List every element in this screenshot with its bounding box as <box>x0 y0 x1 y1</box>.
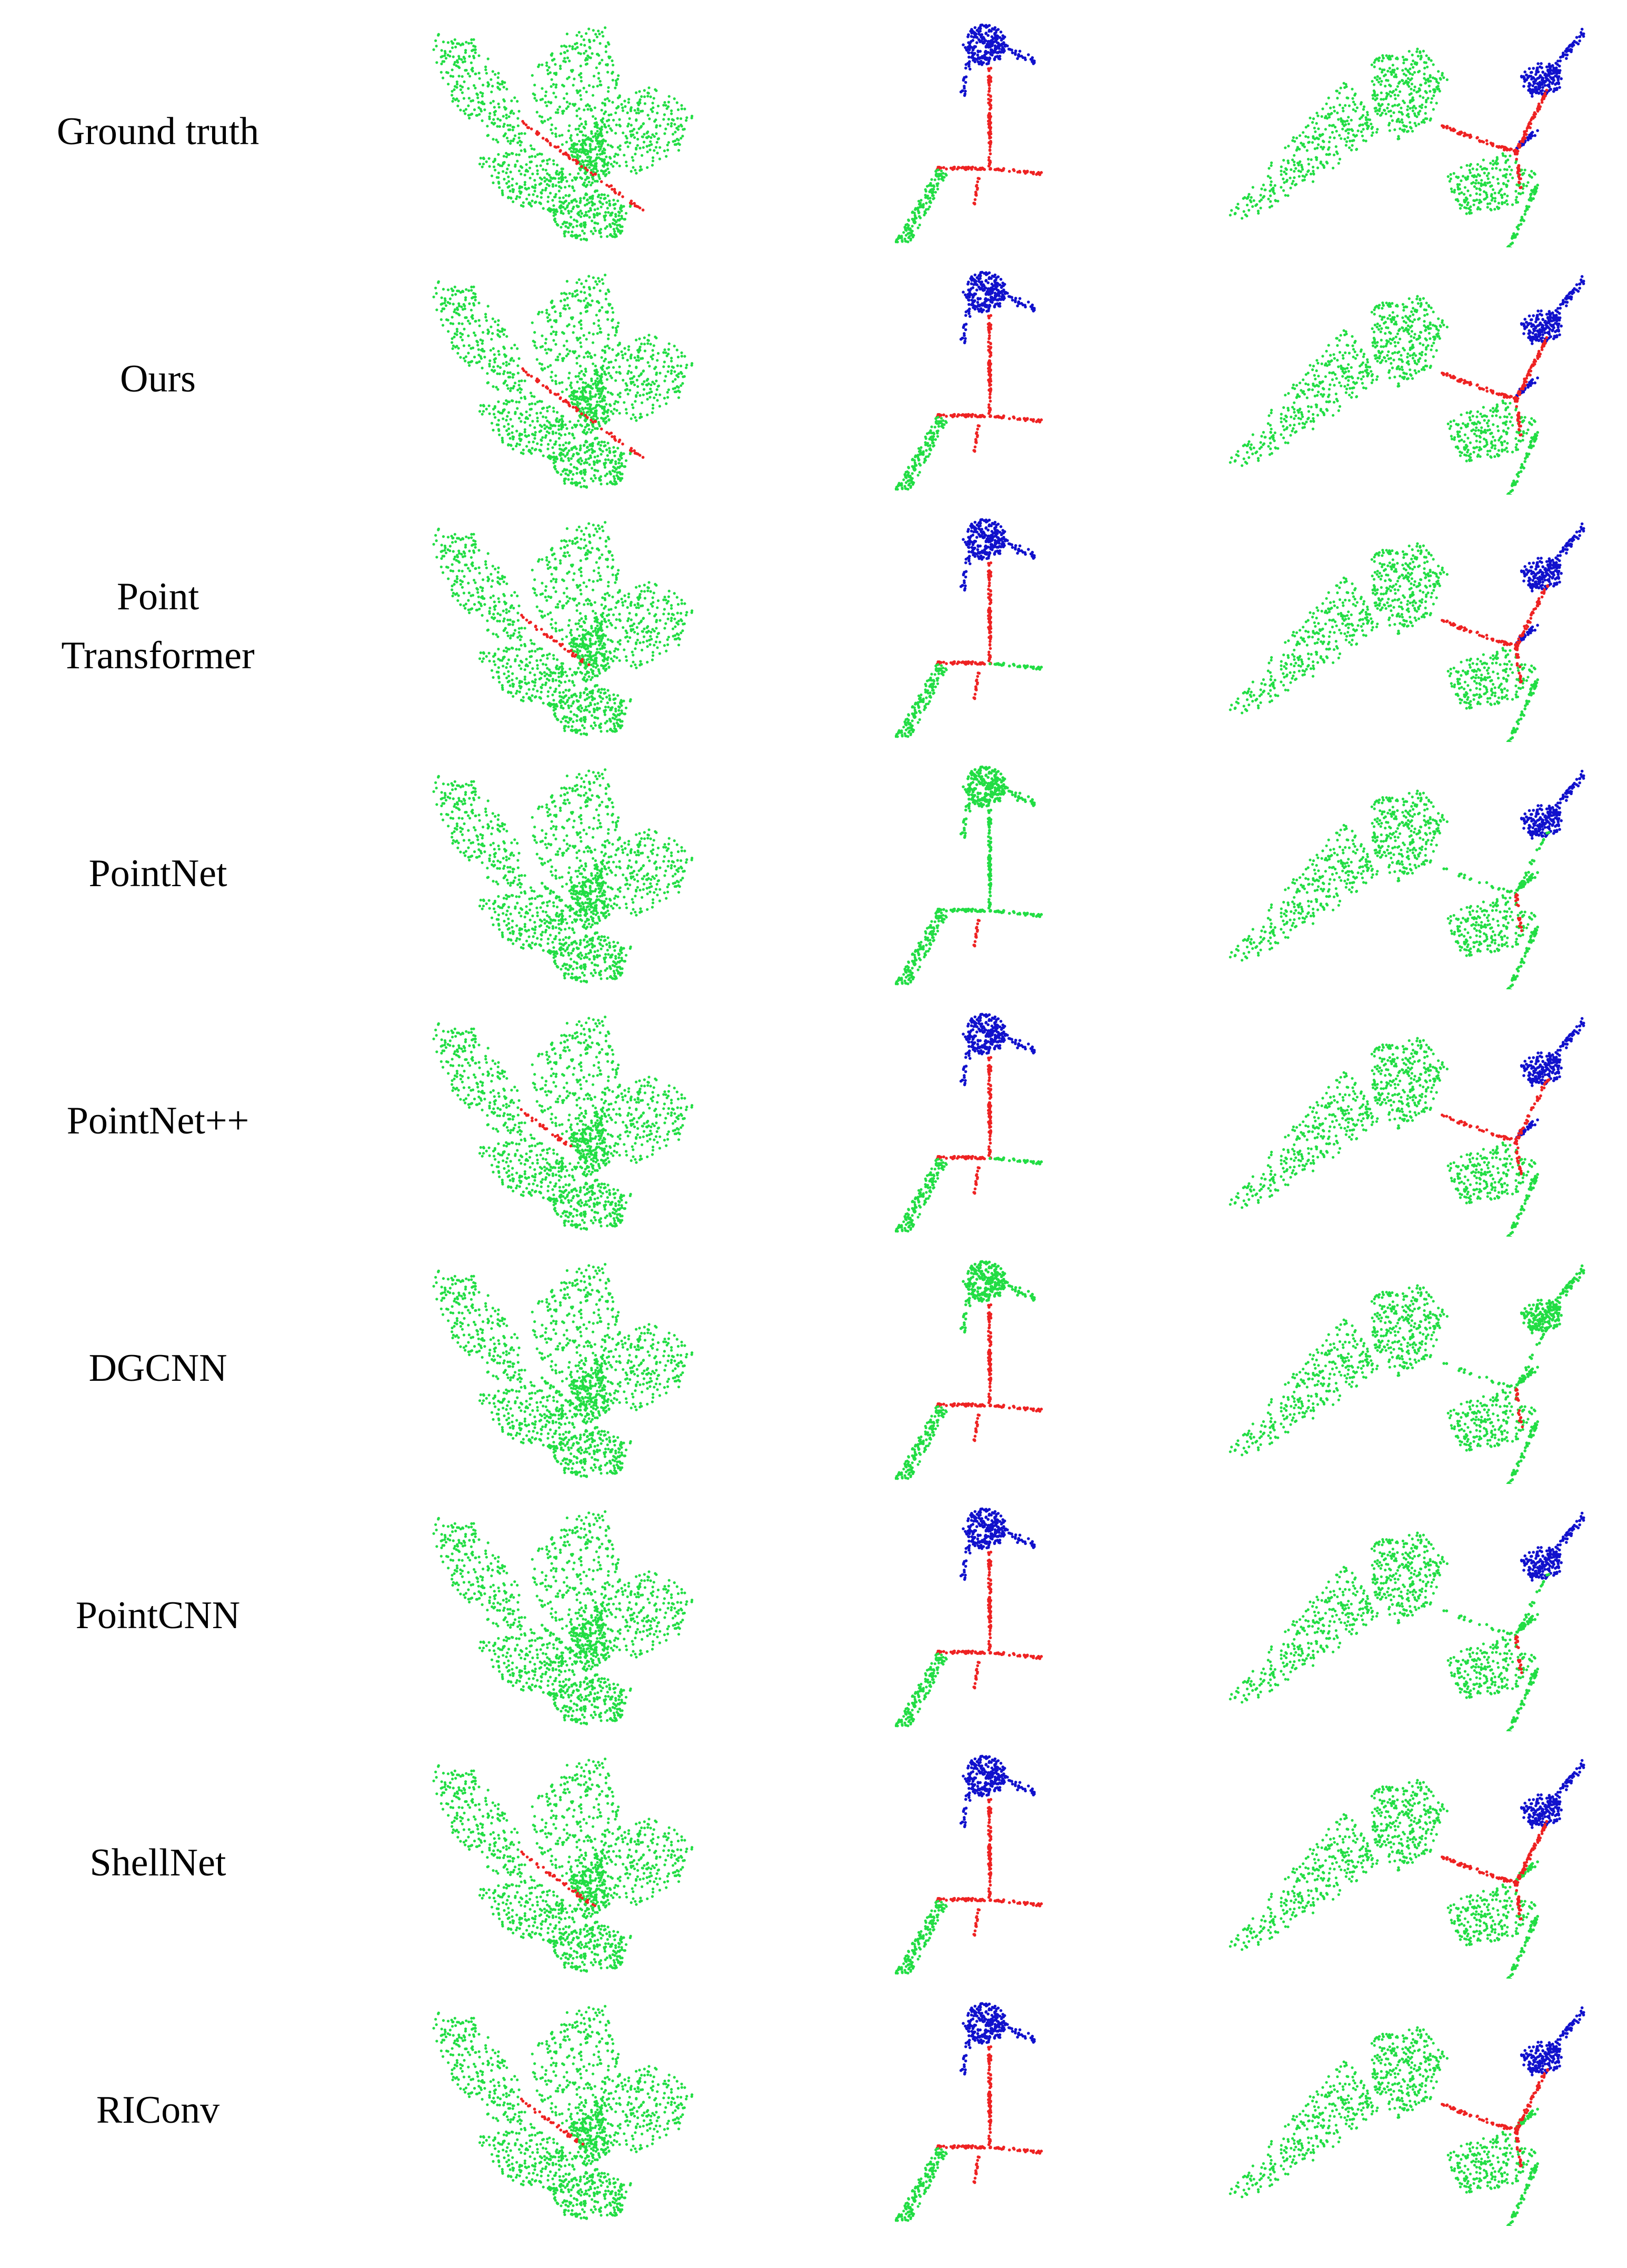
point-cloud-plant-1 <box>411 16 705 247</box>
point-cloud-plant-2 <box>895 758 1074 989</box>
point-cloud-plant-2 <box>895 510 1074 742</box>
point-cloud-plant-2 <box>895 1500 1074 1731</box>
point-cloud-plant-1 <box>411 1994 705 2226</box>
point-cloud-plant-3 <box>1221 263 1600 495</box>
point-cloud-plant-3 <box>1221 1994 1600 2226</box>
row-label: RIConv <box>0 2081 316 2140</box>
row-label: Point Transformer <box>0 567 316 685</box>
point-cloud-plant-3 <box>1221 1500 1600 1731</box>
point-cloud-plant-2 <box>895 263 1074 495</box>
point-cloud-plant-1 <box>411 1005 705 1237</box>
row-label: PointNet <box>0 844 316 903</box>
point-cloud-plant-3 <box>1221 1005 1600 1237</box>
point-cloud-plant-1 <box>411 263 705 495</box>
point-cloud-plant-1 <box>411 1500 705 1731</box>
row-label: Ground truth <box>0 102 316 161</box>
point-cloud-plant-1 <box>411 510 705 742</box>
point-cloud-plant-2 <box>895 1994 1074 2226</box>
row-label: DGCNN <box>0 1339 316 1398</box>
row-label: Ours <box>0 349 316 408</box>
point-cloud-plant-3 <box>1221 1252 1600 1484</box>
point-cloud-plant-2 <box>895 1747 1074 1979</box>
point-cloud-plant-3 <box>1221 1747 1600 1979</box>
row-label: PointCNN <box>0 1586 316 1645</box>
point-cloud-plant-1 <box>411 758 705 989</box>
point-cloud-plant-2 <box>895 16 1074 247</box>
point-cloud-plant-2 <box>895 1005 1074 1237</box>
row-label: ShellNet <box>0 1833 316 1892</box>
point-cloud-plant-1 <box>411 1747 705 1979</box>
row-label: PointNet++ <box>0 1091 316 1150</box>
point-cloud-plant-3 <box>1221 758 1600 989</box>
point-cloud-plant-3 <box>1221 510 1600 742</box>
point-cloud-plant-3 <box>1221 16 1600 247</box>
point-cloud-plant-2 <box>895 1252 1074 1484</box>
point-cloud-plant-1 <box>411 1252 705 1484</box>
